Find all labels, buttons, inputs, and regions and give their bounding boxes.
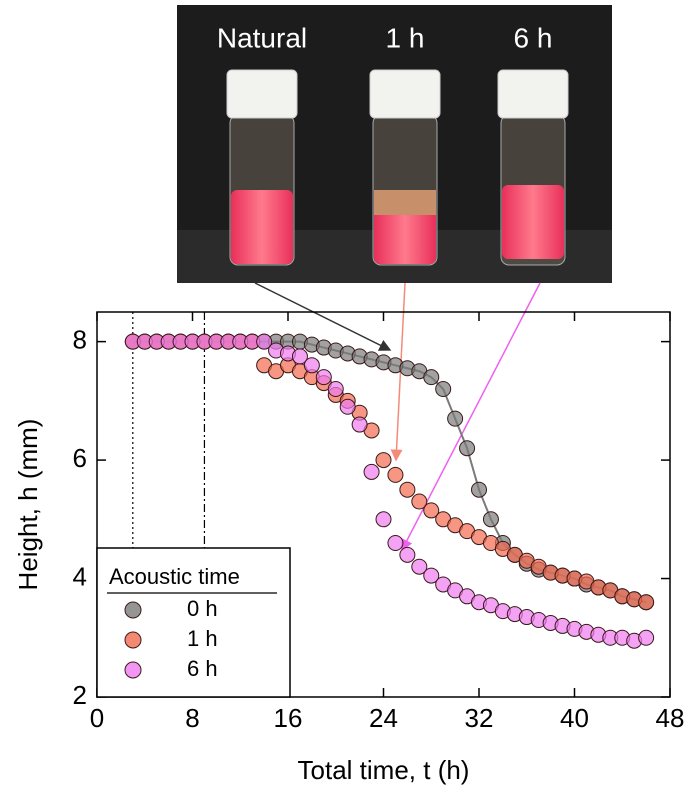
data-point	[423, 567, 440, 584]
vial-cap	[497, 69, 569, 119]
data-point	[459, 440, 476, 457]
data-point	[339, 398, 356, 415]
legend-marker	[124, 661, 142, 679]
vial-liquid	[231, 190, 293, 264]
data-point	[291, 348, 308, 365]
legend-title: Acoustic time	[109, 564, 240, 589]
x-tick-label: 0	[90, 703, 104, 733]
data-point	[375, 511, 392, 528]
data-point	[411, 558, 428, 575]
x-tick-label: 8	[185, 703, 199, 733]
data-point	[387, 466, 404, 483]
legend-label: 1 h	[187, 626, 218, 651]
data-point	[471, 481, 487, 498]
legend-label: 0 h	[187, 596, 218, 621]
y-tick-label: 4	[73, 561, 87, 591]
photo-label: 1 h	[386, 22, 425, 53]
x-tick-label: 40	[560, 703, 589, 733]
data-point	[387, 535, 404, 551]
vial-cap	[226, 69, 298, 119]
data-point	[435, 381, 452, 397]
x-tick-label: 32	[465, 703, 494, 733]
data-point	[411, 493, 428, 510]
arrow	[401, 282, 541, 552]
data-point	[638, 594, 655, 611]
legend-label: 6 h	[187, 656, 218, 681]
data-point	[423, 369, 440, 386]
y-axis-title: Height, h (mm)	[13, 419, 43, 591]
y-tick-label: 6	[73, 443, 87, 473]
arrow	[254, 282, 392, 351]
y-tick-label: 8	[73, 324, 87, 354]
photo-label: Natural	[217, 22, 307, 53]
data-point	[327, 381, 344, 397]
data-point	[303, 357, 320, 374]
data-point	[447, 410, 464, 427]
data-point	[482, 511, 499, 528]
photo: Natural 1 h 6 h	[177, 5, 612, 283]
vial-liquid	[502, 185, 564, 259]
data-point	[399, 481, 416, 498]
x-tick-label: 48	[656, 703, 685, 733]
y-tick-label: 2	[73, 680, 87, 710]
legend-marker	[124, 631, 142, 649]
data-point	[399, 546, 416, 563]
x-tick-label: 16	[274, 703, 303, 733]
data-point	[638, 629, 655, 646]
data-point	[363, 463, 380, 480]
data-point	[315, 369, 332, 386]
x-axis-title: Total time, t (h)	[298, 755, 470, 785]
data-point	[256, 333, 273, 350]
vial-clear	[374, 190, 436, 215]
x-tick-label: 24	[369, 703, 398, 733]
vial-cap	[369, 69, 441, 119]
data-point	[351, 416, 368, 433]
data-point	[375, 452, 392, 469]
data-point	[423, 502, 440, 519]
legend-marker	[124, 601, 142, 619]
photo-label: 6 h	[514, 22, 553, 53]
